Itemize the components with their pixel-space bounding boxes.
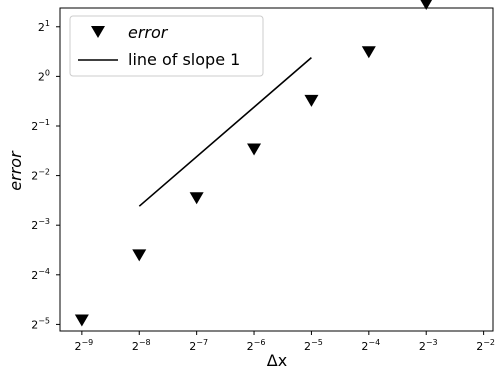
legend-box (69, 15, 264, 77)
y-tick-label: 2−5 (31, 316, 50, 331)
y-tick-label: 2−1 (31, 118, 50, 133)
x-tick-label: 2−6 (247, 338, 266, 353)
error-point (74, 314, 89, 327)
y-tick-label: 2−4 (31, 267, 50, 282)
x-axis-ticks: 2−9 2−8 2−7 2−6 2−5 2−4 2−3 2−2 (74, 331, 495, 353)
x-tick-label: 2−8 (132, 338, 151, 353)
y-tick-label: 20 (38, 68, 50, 83)
x-tick-label: 2−2 (476, 338, 495, 353)
legend-marker-error (91, 26, 105, 38)
y-tick-label: 21 (38, 19, 50, 34)
plot-frame (59, 7, 494, 332)
x-tick-label: 2−5 (304, 338, 323, 353)
legend: error line of slope 1 (69, 15, 264, 77)
error-point (132, 249, 147, 262)
x-tick-label: 2−3 (419, 338, 438, 353)
error-point (189, 192, 204, 205)
y-axis-ticks: 2−5 2−4 2−3 2−2 2−1 20 21 (31, 19, 60, 331)
x-tick-label: 2−7 (189, 338, 208, 353)
y-axis-label: error (6, 150, 25, 191)
x-tick-label: 2−9 (74, 338, 93, 353)
error-point (420, 0, 433, 10)
y-tick-label: 2−2 (31, 168, 50, 183)
y-tick-label: 2−3 (31, 217, 50, 232)
error-point (304, 94, 319, 107)
plot-marks (74, 0, 433, 327)
error-point (361, 46, 376, 59)
slope-line (138, 56, 312, 207)
legend-label-slope: line of slope 1 (128, 50, 240, 69)
x-axis-label: Δx (267, 351, 287, 370)
error-point (247, 143, 262, 156)
legend-label-error: error (128, 23, 169, 42)
x-tick-label: 2−4 (361, 338, 380, 353)
